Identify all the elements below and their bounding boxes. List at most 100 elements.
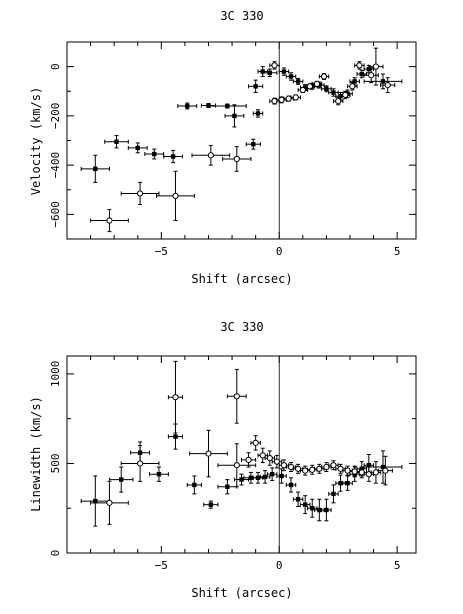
filled-marker — [331, 491, 336, 497]
open-marker — [287, 463, 295, 471]
open-marker — [313, 80, 321, 87]
filled-marker — [269, 472, 275, 477]
filled-marker — [338, 480, 343, 486]
open-marker — [205, 450, 212, 457]
open-marker — [292, 94, 299, 101]
open-marker — [302, 467, 309, 474]
filled-marker — [352, 79, 357, 84]
filled-marker — [302, 502, 308, 507]
linewidth-open-point — [241, 452, 257, 468]
filled-marker — [208, 502, 214, 507]
velocity-open-point — [347, 82, 358, 91]
filled-marker — [156, 472, 162, 477]
velocity-open-point — [311, 80, 323, 87]
velocity-filled-point — [207, 103, 247, 109]
open-marker — [271, 62, 278, 69]
open-marker — [137, 460, 144, 467]
velocity-open-point — [120, 181, 160, 206]
open-marker — [106, 499, 113, 506]
filled-marker — [324, 86, 329, 91]
velocity-open-point — [269, 97, 280, 105]
velocity-open-point — [340, 90, 351, 100]
open-marker — [137, 190, 144, 197]
open-marker — [342, 91, 349, 99]
filled-marker — [119, 477, 124, 482]
linewidth-x-tick-label: −5 — [155, 559, 168, 572]
linewidth-open-point — [370, 461, 382, 484]
linewidth-filled-point — [186, 475, 202, 495]
linewidth-filled-point — [149, 466, 169, 482]
open-marker — [266, 454, 273, 462]
velocity-filled-point — [278, 67, 290, 76]
filled-marker — [310, 506, 315, 511]
linewidth-filled-point — [299, 495, 311, 515]
velocity-open-point — [222, 146, 252, 172]
filled-marker — [185, 103, 190, 109]
linewidth-x-tick-label: 5 — [394, 559, 401, 572]
filled-marker — [253, 84, 258, 89]
linewidth-open-point — [299, 465, 311, 476]
filled-marker — [192, 482, 197, 488]
open-marker — [337, 465, 344, 472]
open-marker — [365, 471, 372, 478]
velocity-filled-point — [285, 72, 297, 81]
velocity-x-tick-label: −5 — [155, 245, 168, 258]
open-marker — [285, 95, 292, 102]
linewidth-open-point — [342, 465, 353, 476]
velocity-chart-title: 3C 330 — [220, 9, 263, 23]
filled-marker — [248, 475, 254, 480]
filled-marker — [251, 141, 256, 147]
filled-marker — [173, 434, 178, 439]
open-marker — [330, 462, 337, 469]
velocity-filled-point — [292, 77, 304, 85]
filled-marker — [255, 111, 261, 116]
linewidth-y-tick-label: 500 — [49, 454, 62, 474]
velocity-open-point — [297, 86, 309, 94]
open-marker — [382, 467, 389, 474]
linewidth-filled-point — [342, 475, 353, 491]
filled-marker — [380, 464, 386, 470]
linewidth-open-point — [349, 465, 360, 478]
linewidth-y-tick-label: 1000 — [49, 361, 62, 388]
filled-marker — [279, 473, 284, 479]
linewidth-filled-point — [285, 477, 297, 493]
velocity-filled-point — [328, 88, 339, 97]
open-marker — [320, 73, 328, 80]
linewidth-x-tick-label: 0 — [276, 559, 283, 572]
open-marker — [252, 439, 259, 446]
velocity-filled-point — [248, 79, 264, 93]
velocity-y-tick-label: −600 — [49, 201, 62, 228]
filled-marker — [267, 70, 272, 75]
open-marker — [273, 458, 280, 465]
linewidth-chart-title: 3C 330 — [220, 320, 263, 334]
velocity-y-tick-label: 0 — [49, 63, 62, 70]
open-marker — [349, 83, 356, 90]
filled-marker — [281, 69, 287, 74]
velocity-open-point — [304, 83, 316, 90]
velocity-open-point — [276, 96, 287, 104]
linewidth-filled-point — [321, 498, 332, 522]
velocity-panel: 3C 330 Shift (arcsec) Velocity (km/s) −5… — [29, 9, 417, 286]
velocity-open-point — [354, 61, 365, 70]
velocity-filled-point — [104, 135, 129, 149]
velocity-open-point — [368, 47, 384, 86]
filled-marker — [135, 145, 140, 151]
linewidth-open-point — [90, 480, 129, 525]
filled-marker — [225, 484, 230, 489]
open-marker — [384, 81, 391, 89]
velocity-open-point — [332, 96, 344, 106]
velocity-x-axis-label: Shift (arcsec) — [191, 272, 292, 286]
velocity-plot-marks: −5 0 5 0 −200 −400 −600 — [49, 41, 416, 258]
linewidth-filled-point — [259, 470, 271, 484]
linewidth-panel: 3C 330 Shift (arcsec) Linewidth (km/s) −… — [29, 320, 417, 600]
velocity-open-point — [290, 94, 301, 101]
linewidth-filled-point — [307, 498, 318, 518]
filled-marker — [380, 79, 386, 84]
velocity-filled-point — [127, 142, 148, 154]
velocity-filled-point — [321, 85, 332, 93]
velocity-plot-frame — [66, 41, 417, 240]
open-marker — [335, 98, 342, 105]
velocity-filled-point — [80, 154, 110, 183]
